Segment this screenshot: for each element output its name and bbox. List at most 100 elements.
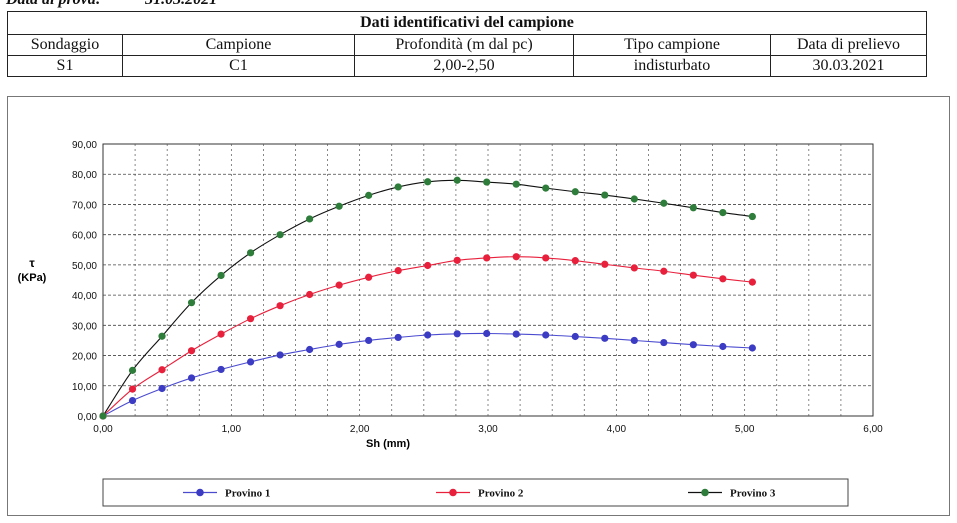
data-point bbox=[630, 195, 638, 203]
data-point bbox=[99, 412, 107, 420]
data-point bbox=[128, 385, 137, 393]
data-point bbox=[689, 341, 697, 349]
data-point bbox=[660, 338, 668, 347]
data-point bbox=[306, 215, 314, 223]
data-point bbox=[187, 299, 196, 307]
data-point bbox=[335, 340, 343, 348]
data-point bbox=[158, 384, 166, 393]
data-point bbox=[601, 191, 609, 199]
data-point bbox=[187, 374, 196, 382]
data-point bbox=[306, 345, 314, 354]
y-tick-label: 60,00 bbox=[72, 231, 97, 242]
data-point bbox=[246, 315, 255, 323]
legend-marker bbox=[196, 488, 204, 497]
chart-series bbox=[99, 176, 756, 420]
table-cell: indisturbato bbox=[573, 55, 771, 77]
data-point bbox=[748, 212, 756, 221]
data-point bbox=[394, 333, 402, 342]
table-header-row: Sondaggio Campione Profondità (m dal pc)… bbox=[7, 34, 927, 56]
legend-marker bbox=[449, 488, 457, 497]
table-row: S1 C1 2,00-2,50 indisturbato 30.03.2021 bbox=[7, 55, 927, 77]
data-point bbox=[453, 330, 461, 338]
data-point bbox=[748, 278, 756, 286]
data-point bbox=[689, 271, 697, 279]
data-point bbox=[217, 365, 225, 374]
data-point bbox=[276, 231, 284, 239]
test-date-line: Data di prova: 31.03.2021 bbox=[6, 0, 217, 9]
test-date-label: Data di prova: bbox=[6, 0, 101, 8]
x-tick-label: 2,00 bbox=[350, 424, 370, 435]
legend-marker bbox=[701, 488, 709, 497]
y-tick-label: 90,00 bbox=[72, 140, 97, 151]
data-point bbox=[365, 336, 373, 345]
legend-label: Provino 2 bbox=[478, 488, 524, 500]
legend bbox=[102, 478, 849, 507]
test-date-value: 31.03.2021 bbox=[145, 0, 217, 8]
table-cell: 2,00-2,50 bbox=[354, 55, 574, 77]
column-header: Profondità (m dal pc) bbox=[354, 34, 574, 56]
data-point bbox=[719, 275, 727, 283]
y-tick-label: 10,00 bbox=[72, 382, 97, 393]
x-tick-label: 1,00 bbox=[222, 424, 242, 435]
shear-stress-chart: 0,00 10,00 20,00 30,00 40,00 50,00 60,00 70,00 8… bbox=[18, 140, 883, 507]
legend-label: Provino 3 bbox=[730, 488, 776, 500]
sample-info-table: Dati identificativi del campione Sondagg… bbox=[7, 11, 927, 77]
data-point bbox=[542, 184, 550, 192]
data-point bbox=[571, 257, 579, 265]
y-tick-label: 30,00 bbox=[72, 321, 97, 332]
data-point bbox=[512, 330, 520, 338]
table-cell: C1 bbox=[122, 55, 355, 77]
y-tick-label: 70,00 bbox=[72, 200, 97, 211]
data-point bbox=[365, 273, 373, 281]
data-point bbox=[660, 199, 668, 207]
table-cell: 30.03.2021 bbox=[770, 55, 927, 77]
data-point bbox=[246, 358, 255, 366]
data-point bbox=[217, 330, 225, 338]
data-point bbox=[394, 183, 402, 191]
column-header: Sondaggio bbox=[7, 34, 123, 56]
data-point bbox=[335, 281, 343, 289]
data-point bbox=[158, 332, 166, 340]
data-point bbox=[630, 264, 638, 272]
data-point bbox=[483, 329, 491, 338]
data-point bbox=[306, 290, 314, 299]
data-point bbox=[483, 254, 491, 262]
data-point bbox=[748, 344, 756, 352]
series-line bbox=[102, 179, 753, 417]
data-point bbox=[424, 331, 432, 339]
data-point bbox=[512, 180, 520, 188]
chart-frame: 0,00 10,00 20,00 30,00 40,00 50,00 60,00 70,00 8… bbox=[7, 96, 950, 516]
data-point bbox=[246, 249, 255, 257]
data-point bbox=[512, 253, 520, 261]
x-tick-label: 0,00 bbox=[93, 424, 113, 435]
y-tick-label: 0,00 bbox=[78, 412, 98, 423]
x-tick-label: 4,00 bbox=[607, 424, 627, 435]
column-header: Campione bbox=[122, 34, 355, 56]
table-cell: S1 bbox=[7, 55, 123, 77]
data-point bbox=[128, 396, 137, 405]
data-point bbox=[660, 267, 668, 275]
data-point bbox=[483, 178, 491, 186]
x-tick-label: 5,00 bbox=[735, 424, 755, 435]
data-point bbox=[571, 188, 579, 196]
data-point bbox=[276, 351, 284, 359]
data-point bbox=[571, 332, 579, 341]
legend-label: Provino 1 bbox=[225, 488, 270, 500]
table-title: Dati identificativi del campione bbox=[7, 11, 927, 35]
column-header: Data di prelievo bbox=[770, 34, 927, 56]
data-point bbox=[128, 366, 137, 374]
data-point bbox=[394, 267, 402, 275]
y-tick-label: 40,00 bbox=[72, 291, 97, 302]
x-tick-label: 3,00 bbox=[478, 424, 498, 435]
column-header: Tipo campione bbox=[573, 34, 771, 56]
data-point bbox=[158, 366, 166, 374]
data-point bbox=[719, 342, 727, 351]
data-point bbox=[187, 347, 196, 355]
data-point bbox=[542, 254, 550, 262]
data-point bbox=[630, 336, 638, 345]
data-point bbox=[453, 256, 461, 264]
data-point bbox=[453, 176, 461, 184]
chart-grid bbox=[102, 143, 874, 417]
y-tick-label: 50,00 bbox=[72, 261, 97, 272]
data-point bbox=[689, 204, 697, 212]
